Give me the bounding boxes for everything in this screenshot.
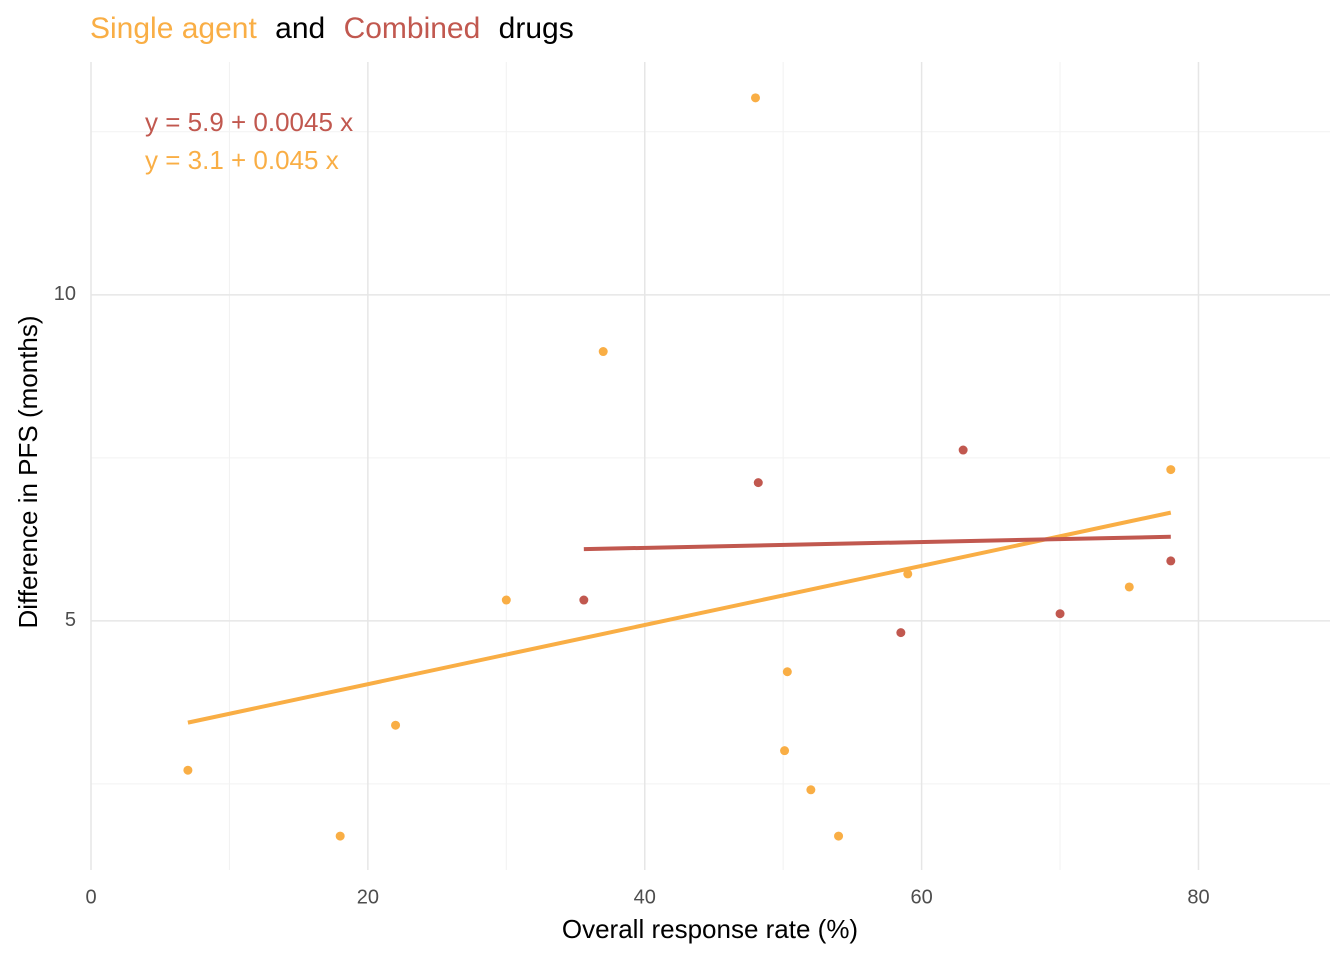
equation-label: y = 5.9 + 0.0045 x xyxy=(145,107,353,137)
point xyxy=(335,831,345,841)
fit-line xyxy=(583,534,1171,552)
point xyxy=(501,595,511,605)
point xyxy=(958,445,968,455)
point xyxy=(782,667,792,677)
fit-line xyxy=(187,510,1172,725)
grid xyxy=(90,62,1330,870)
point xyxy=(183,765,193,775)
title-part: drugs xyxy=(499,12,574,45)
point xyxy=(834,831,844,841)
title-part: Combined xyxy=(344,12,481,45)
point xyxy=(598,347,608,357)
x-axis-title: Overall response rate (%) xyxy=(562,914,858,944)
point xyxy=(1166,556,1176,566)
y-tick-label: 5 xyxy=(65,609,76,631)
point xyxy=(1124,582,1134,592)
marks xyxy=(183,93,1176,841)
chart-title: Single agent and Combined drugs xyxy=(90,12,574,45)
point xyxy=(753,478,763,488)
point xyxy=(391,720,401,730)
x-tick-label: 40 xyxy=(634,886,656,908)
point xyxy=(896,628,906,638)
y-tick-label: 10 xyxy=(54,283,76,305)
point xyxy=(780,746,790,756)
x-tick-label: 20 xyxy=(357,886,379,908)
x-tick-label: 60 xyxy=(910,886,932,908)
point xyxy=(1055,609,1065,619)
x-tick-label: 0 xyxy=(85,886,96,908)
title-part: Single agent xyxy=(90,12,257,45)
point xyxy=(1166,465,1176,475)
title-part: and xyxy=(275,12,325,45)
point xyxy=(806,785,816,795)
x-tick-label: 80 xyxy=(1187,886,1209,908)
equation-label: y = 3.1 + 0.045 x xyxy=(145,145,339,175)
point xyxy=(750,93,760,103)
point xyxy=(579,595,589,605)
y-axis-title: Difference in PFS (months) xyxy=(13,315,43,628)
point xyxy=(903,569,913,579)
